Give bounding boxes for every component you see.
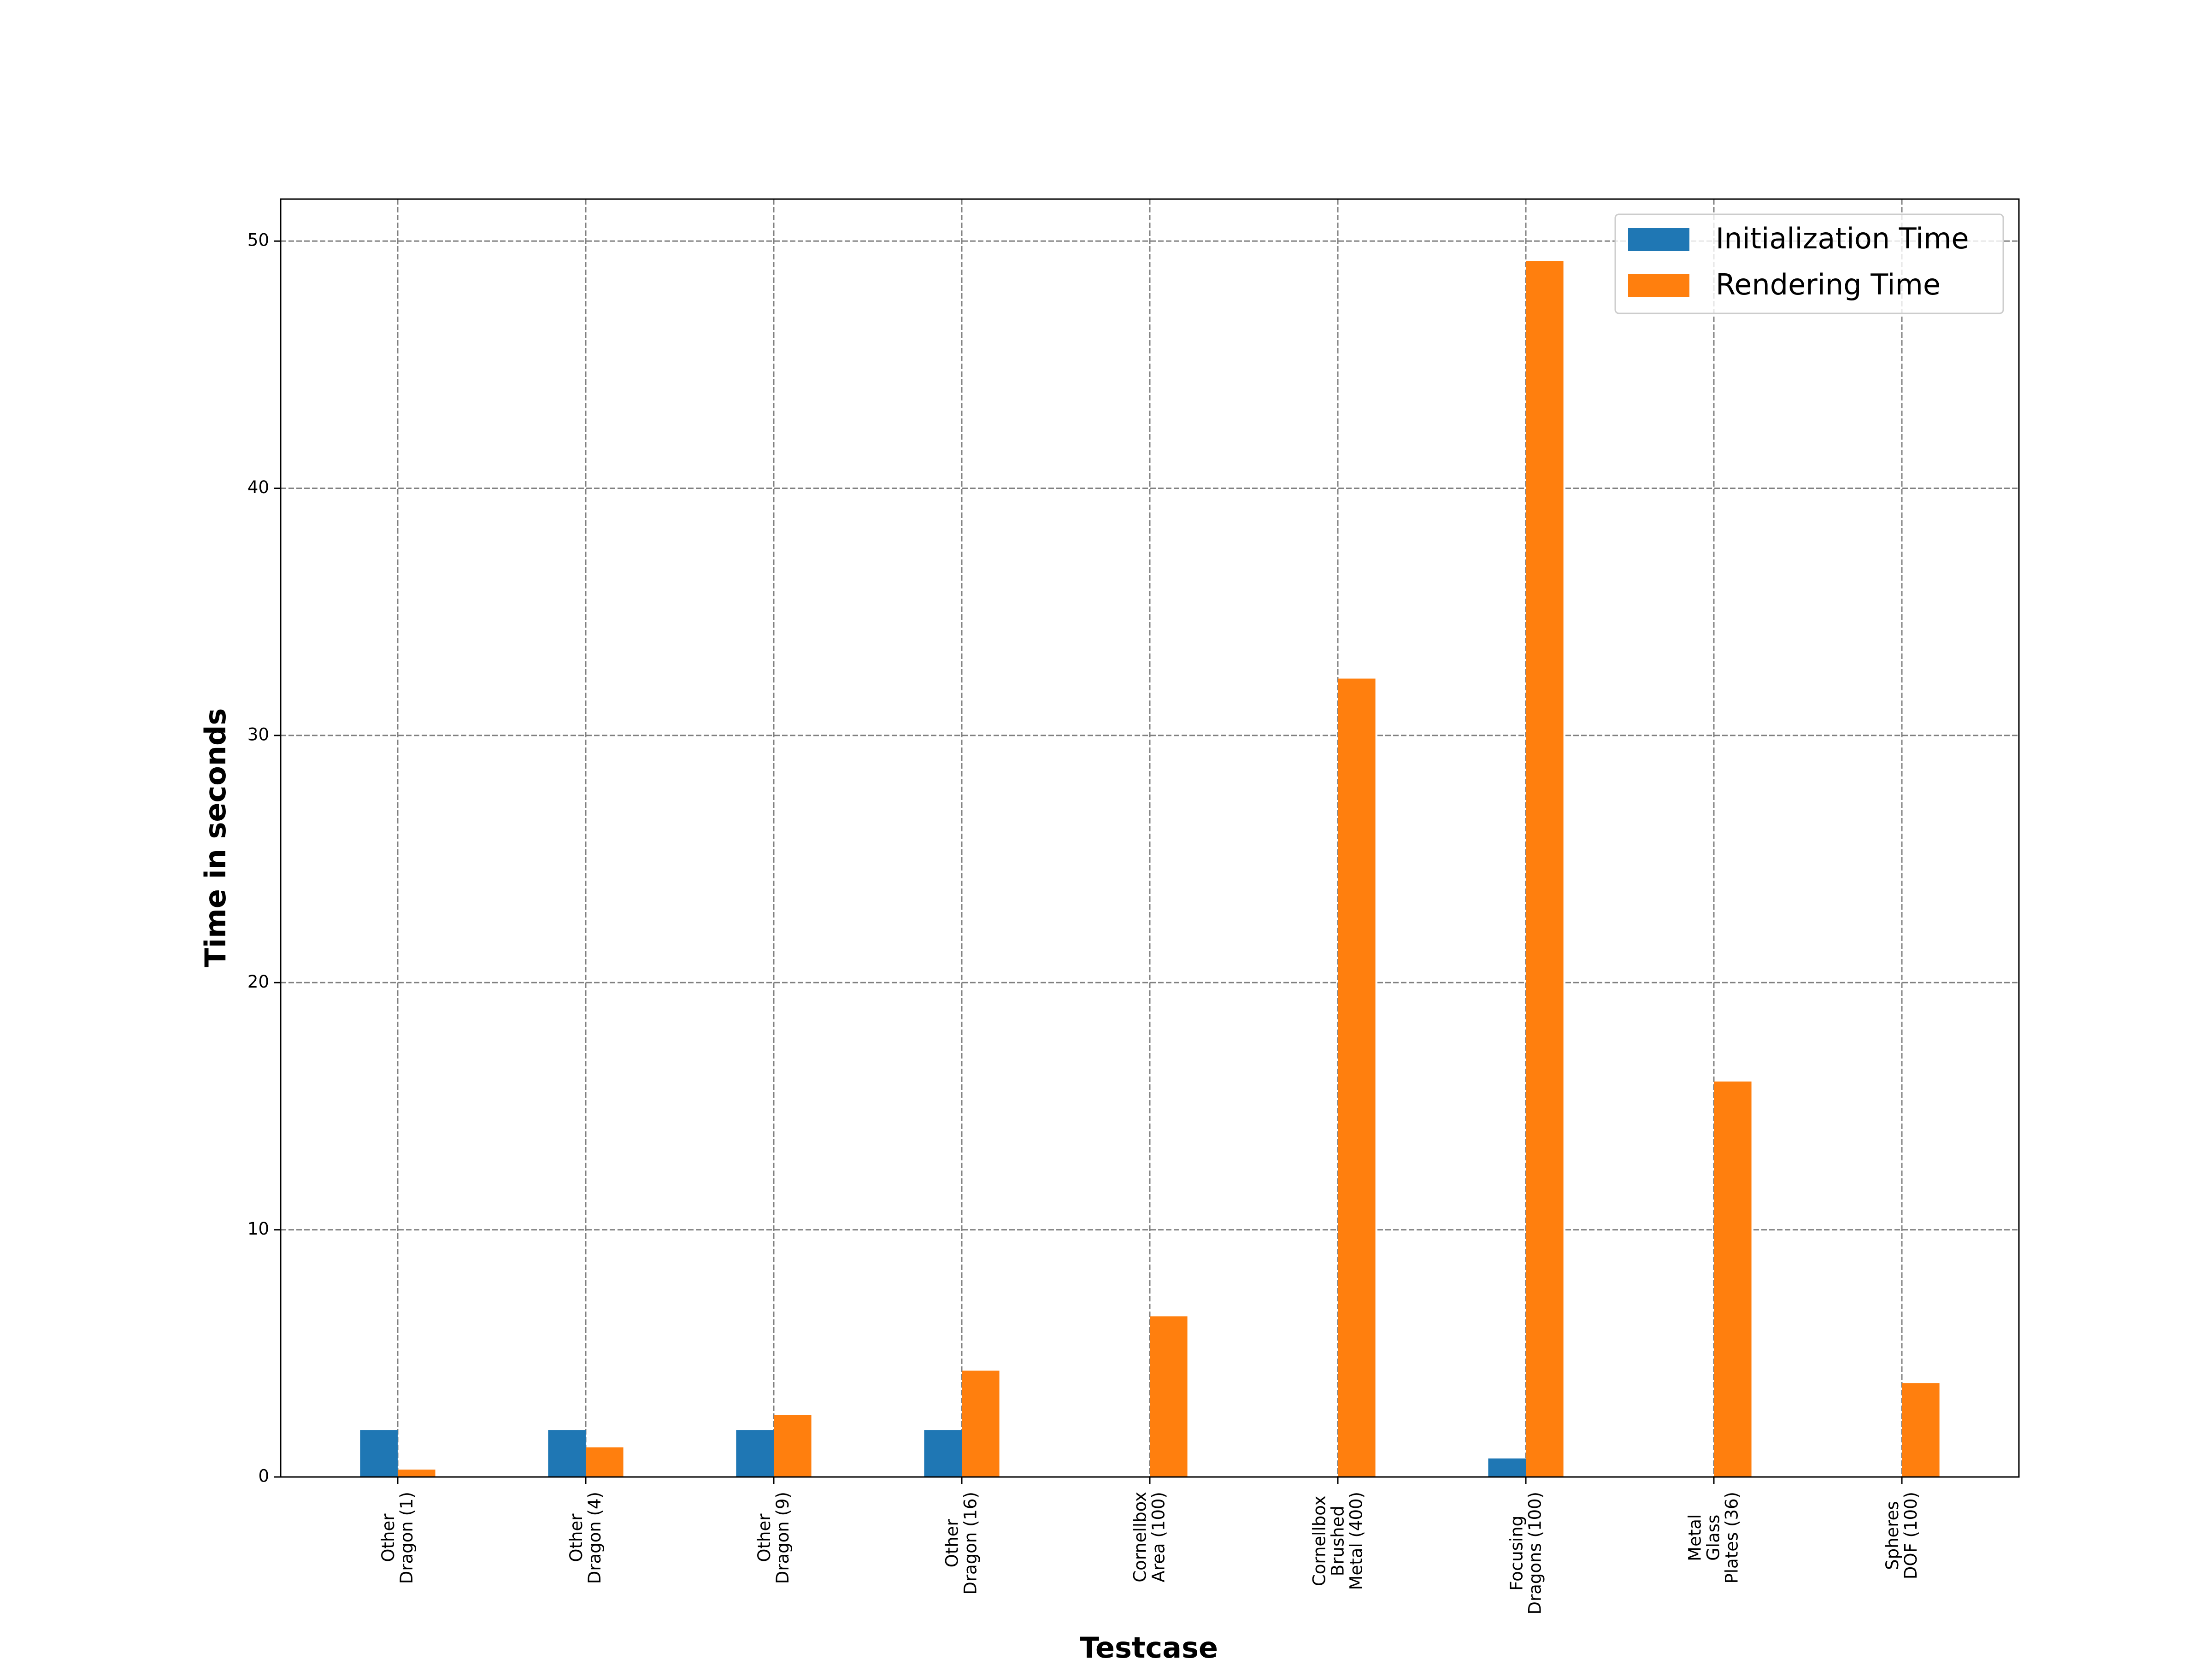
x-tick-label: Other Dragon (16) <box>942 1492 981 1595</box>
legend-label: Rendering Time <box>1716 268 1941 301</box>
x-tick-label: Other Dragon (1) <box>378 1492 417 1584</box>
y-tick-label: 20 <box>247 972 269 992</box>
x-tick-label: Cornellbox Brushed Metal (400) <box>1309 1492 1366 1590</box>
bar <box>736 1430 774 1477</box>
bar <box>360 1430 398 1477</box>
y-tick-label: 30 <box>247 724 269 744</box>
x-tick-label: Other Dragon (9) <box>754 1492 793 1584</box>
bar <box>924 1430 962 1477</box>
bar <box>1526 261 1564 1477</box>
x-tick-label: Cornellbox Area (100) <box>1130 1492 1169 1583</box>
bar <box>398 1469 435 1477</box>
y-tick-label: 50 <box>247 230 269 250</box>
bar <box>774 1415 812 1477</box>
bar <box>1338 678 1376 1477</box>
bar <box>962 1371 1000 1477</box>
bar <box>1902 1383 1940 1477</box>
bar <box>1150 1316 1188 1477</box>
bar <box>548 1430 586 1477</box>
bar <box>586 1447 624 1477</box>
legend-swatch <box>1628 274 1689 297</box>
bar <box>1488 1458 1526 1477</box>
legend-box <box>1614 213 2004 314</box>
plot-frame <box>280 198 2020 1478</box>
x-tick-label: Other Dragon (4) <box>566 1492 605 1584</box>
y-tick-label: 40 <box>247 477 269 497</box>
legend-swatch <box>1628 228 1689 251</box>
bar <box>1714 1081 1752 1477</box>
y-tick-label: 10 <box>247 1219 269 1239</box>
y-axis-label: Time in seconds <box>199 708 232 967</box>
grid <box>281 199 2019 1478</box>
x-tick-label: Metal Glass Plates (36) <box>1685 1492 1742 1584</box>
x-axis-label: Testcase <box>1080 1631 1218 1659</box>
x-tick-label: Spheres DOF (100) <box>1883 1492 1921 1580</box>
x-tick-label: Focusing Dragons (100) <box>1506 1492 1545 1615</box>
legend-label: Initialization Time <box>1716 222 1969 255</box>
y-tick-label: 0 <box>258 1466 269 1486</box>
